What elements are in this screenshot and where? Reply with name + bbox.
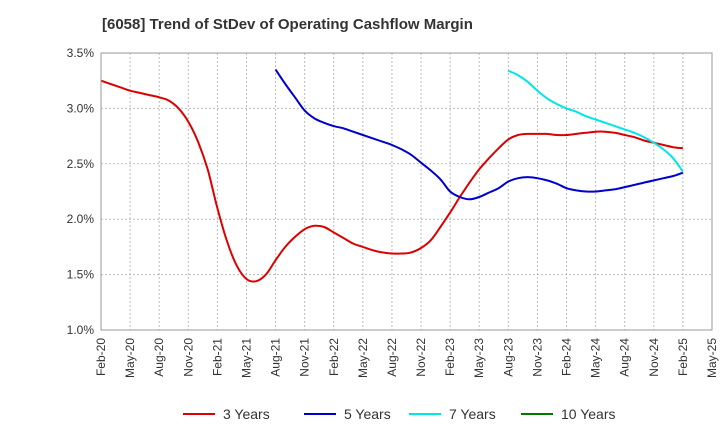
series-line-5-years [274, 69, 684, 201]
chart-title: [6058] Trend of StDev of Operating Cashf… [102, 16, 473, 33]
x-tick-label: May-22 [356, 338, 370, 378]
x-tick-label: Feb-22 [327, 338, 341, 376]
legend: 3 Years 5 Years 7 Years 10 Years [183, 406, 616, 422]
plot-area-border [100, 52, 713, 331]
x-tick-label: Aug-24 [618, 338, 632, 377]
y-tick-label: 1.5% [67, 268, 95, 282]
x-axis-ticks: Feb-20 May-20 Aug-20 Nov-20 Feb-21 May-21 Aug-… [94, 338, 719, 378]
grid-lines [100, 52, 713, 331]
x-tick-label: Nov-22 [414, 338, 428, 377]
y-tick-label: 3.0% [67, 101, 95, 115]
legend-label-10-years: 10 Years [561, 406, 616, 422]
x-tick-label: May-20 [123, 338, 137, 378]
x-tick-label: Nov-23 [530, 338, 544, 377]
series-line-3-years [100, 79, 684, 283]
y-tick-label: 2.0% [67, 212, 95, 226]
x-tick-label: Aug-22 [385, 338, 399, 377]
x-tick-label: May-25 [705, 338, 719, 378]
x-tick-label: Nov-21 [298, 338, 312, 377]
y-tick-label: 3.5% [67, 46, 95, 60]
x-tick-label: May-24 [589, 338, 603, 378]
x-tick-label: Aug-20 [152, 338, 166, 377]
x-tick-label: May-23 [472, 338, 486, 378]
legend-label-5-years: 5 Years [344, 406, 391, 422]
x-tick-label: May-21 [239, 338, 253, 378]
x-tick-label: Nov-24 [647, 338, 661, 377]
y-tick-label: 1.0% [67, 323, 95, 337]
y-tick-label: 2.5% [67, 157, 95, 171]
series-lines [100, 69, 684, 283]
x-tick-label: Feb-24 [560, 338, 574, 376]
x-tick-label: Feb-23 [443, 338, 457, 376]
legend-label-7-years: 7 Years [449, 406, 496, 422]
x-tick-label: Feb-25 [676, 338, 690, 376]
legend-label-3-years: 3 Years [223, 406, 270, 422]
series-line-7-years [507, 69, 684, 173]
x-tick-label: Feb-21 [210, 338, 224, 376]
x-tick-label: Nov-20 [181, 338, 195, 377]
x-tick-label: Aug-23 [501, 338, 515, 377]
x-tick-label: Aug-21 [269, 338, 283, 377]
y-axis-ticks: 1.0% 1.5% 2.0% 2.5% 3.0% 3.5% [67, 46, 95, 337]
x-tick-label: Feb-20 [94, 338, 108, 376]
